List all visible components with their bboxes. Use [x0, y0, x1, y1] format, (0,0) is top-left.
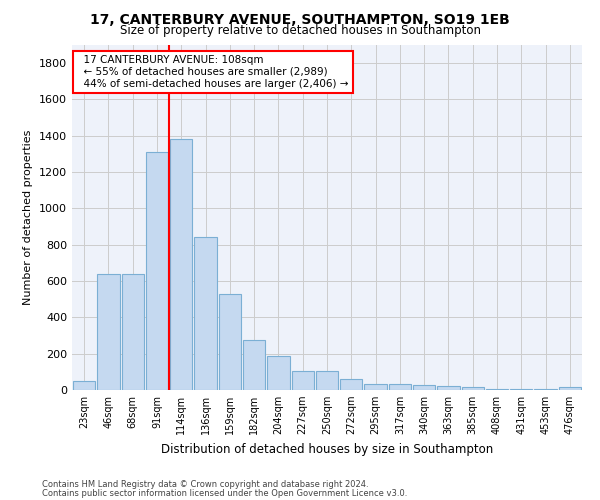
Bar [437, 386, 460, 390]
Bar [243, 340, 265, 390]
Bar [146, 152, 168, 390]
Bar [292, 371, 314, 390]
Text: Contains public sector information licensed under the Open Government Licence v3: Contains public sector information licen… [42, 488, 407, 498]
Bar [559, 388, 581, 390]
Text: Contains HM Land Registry data © Crown copyright and database right 2024.: Contains HM Land Registry data © Crown c… [42, 480, 368, 489]
Bar [194, 236, 217, 390]
Bar [267, 356, 290, 390]
Text: 17, CANTERBURY AVENUE, SOUTHAMPTON, SO19 1EB: 17, CANTERBURY AVENUE, SOUTHAMPTON, SO19… [90, 12, 510, 26]
Bar [486, 389, 508, 390]
Bar [461, 388, 484, 390]
Bar [389, 384, 411, 390]
Text: Size of property relative to detached houses in Southampton: Size of property relative to detached ho… [119, 24, 481, 37]
Bar [218, 294, 241, 390]
Bar [413, 384, 436, 390]
X-axis label: Distribution of detached houses by size in Southampton: Distribution of detached houses by size … [161, 442, 493, 456]
Bar [316, 371, 338, 390]
Bar [364, 384, 387, 390]
Bar [122, 274, 144, 390]
Bar [535, 389, 557, 390]
Y-axis label: Number of detached properties: Number of detached properties [23, 130, 34, 305]
Text: 17 CANTERBURY AVENUE: 108sqm
  ← 55% of detached houses are smaller (2,989)
  44: 17 CANTERBURY AVENUE: 108sqm ← 55% of de… [77, 56, 349, 88]
Bar [170, 140, 193, 390]
Bar [340, 379, 362, 390]
Bar [73, 381, 95, 390]
Bar [510, 389, 532, 390]
Bar [97, 274, 119, 390]
